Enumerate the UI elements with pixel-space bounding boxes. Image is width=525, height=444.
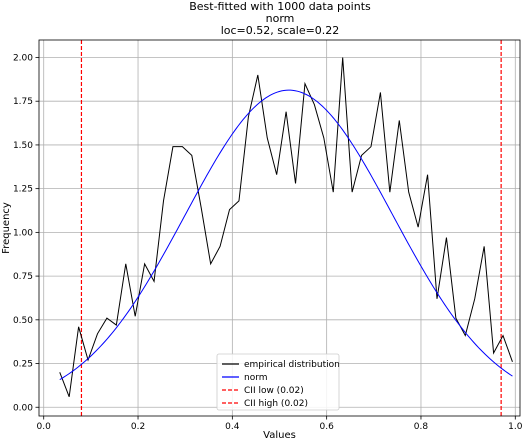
norm-fit-line bbox=[59, 89, 513, 381]
x-tick-label: 1.0 bbox=[508, 422, 523, 432]
y-tick-label: 0.00 bbox=[13, 403, 33, 413]
x-tick-label: 0.2 bbox=[131, 422, 145, 432]
chart-title-line-1: Best-fitted with 1000 data points bbox=[189, 0, 371, 13]
y-tick-label: 1.50 bbox=[13, 141, 33, 151]
legend-entry: norm bbox=[244, 373, 268, 383]
y-tick-label: 1.25 bbox=[13, 185, 33, 195]
axis-ticks: 0.0 0.2 0.4 0.6 0.8 1.0 0.00 0.25 0.50 0.75 1.00 1.… bbox=[13, 53, 523, 432]
y-tick-label: 0.50 bbox=[13, 316, 33, 326]
y-tick-label: 2.00 bbox=[13, 53, 33, 63]
series-layer bbox=[59, 57, 513, 397]
confidence-lines bbox=[80, 40, 502, 416]
y-tick-label: 0.75 bbox=[13, 272, 33, 282]
x-tick-label: 0.8 bbox=[414, 422, 429, 432]
x-tick-label: 0.4 bbox=[225, 422, 240, 432]
y-axis-label: Frequency bbox=[1, 202, 12, 254]
legend-entry: empirical distribution bbox=[244, 360, 340, 370]
legend-box bbox=[216, 353, 340, 411]
legend-entry: CII high (0.02) bbox=[244, 399, 308, 409]
y-tick-label: 0.25 bbox=[13, 360, 33, 370]
chart-title-line-2: norm bbox=[265, 12, 295, 25]
empirical-distribution-line bbox=[59, 57, 513, 397]
plot-frame bbox=[38, 39, 521, 417]
y-tick-label: 1.75 bbox=[13, 97, 33, 107]
x-axis-label: Values bbox=[263, 430, 296, 441]
chart-title-line-3: loc=0.52, scale=0.22 bbox=[220, 24, 340, 37]
x-tick-label: 0.6 bbox=[319, 422, 334, 432]
legend: empirical distribution norm CII low (0.02)… bbox=[216, 353, 340, 411]
y-tick-label: 1.00 bbox=[13, 228, 33, 238]
x-tick-label: 0.0 bbox=[37, 422, 52, 432]
legend-entry: CII low (0.02) bbox=[244, 386, 304, 396]
